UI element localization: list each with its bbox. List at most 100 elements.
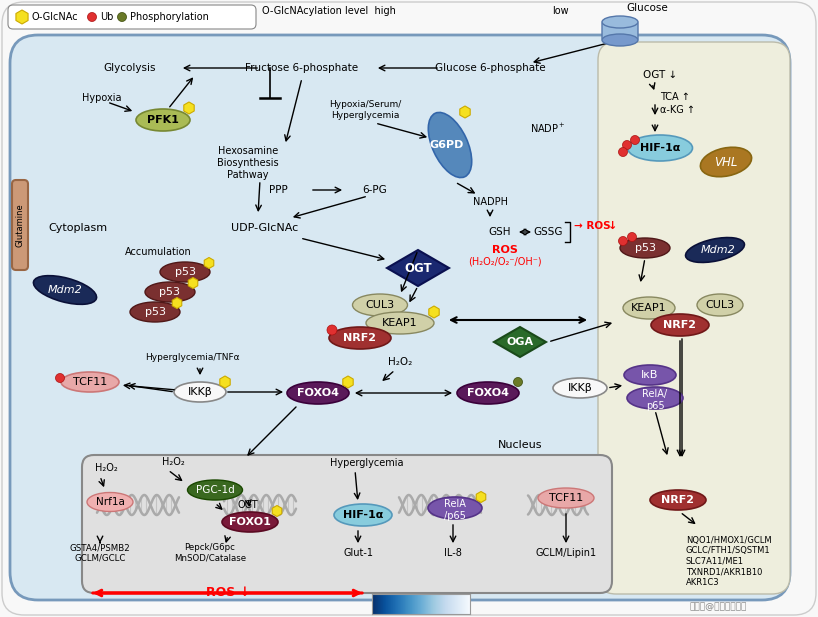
Text: α-KG ↑: α-KG ↑ xyxy=(660,105,695,115)
Ellipse shape xyxy=(623,297,675,319)
Ellipse shape xyxy=(187,480,242,500)
Circle shape xyxy=(627,233,636,241)
Text: FOXO4: FOXO4 xyxy=(467,388,509,398)
Text: OGT: OGT xyxy=(404,262,432,275)
FancyBboxPatch shape xyxy=(8,5,256,29)
Ellipse shape xyxy=(627,135,693,161)
Text: OGT ↓: OGT ↓ xyxy=(643,70,677,80)
Text: Glucose: Glucose xyxy=(626,3,667,13)
Polygon shape xyxy=(429,306,439,318)
Text: p53: p53 xyxy=(635,243,655,253)
Text: NADPH: NADPH xyxy=(473,197,507,207)
Text: Ub: Ub xyxy=(100,12,114,22)
Ellipse shape xyxy=(366,312,434,334)
Text: low: low xyxy=(552,6,569,16)
Polygon shape xyxy=(460,106,470,118)
Polygon shape xyxy=(220,376,230,388)
Text: KEAP1: KEAP1 xyxy=(631,303,667,313)
Text: H₂O₂: H₂O₂ xyxy=(388,357,412,367)
Ellipse shape xyxy=(222,512,278,532)
Text: CUL3: CUL3 xyxy=(366,300,394,310)
Ellipse shape xyxy=(553,378,607,398)
Text: Phosphorylation: Phosphorylation xyxy=(130,12,209,22)
Polygon shape xyxy=(494,327,546,357)
Ellipse shape xyxy=(624,365,676,385)
Polygon shape xyxy=(204,257,213,268)
Ellipse shape xyxy=(620,238,670,258)
Polygon shape xyxy=(188,278,198,289)
Text: Hyperglycemia: Hyperglycemia xyxy=(330,458,403,468)
Text: Nucleus: Nucleus xyxy=(498,440,542,450)
Ellipse shape xyxy=(136,109,190,131)
Text: Fructose 6-phosphate: Fructose 6-phosphate xyxy=(245,63,358,73)
Circle shape xyxy=(631,136,640,144)
Circle shape xyxy=(327,325,337,335)
Text: Glycolysis: Glycolysis xyxy=(104,63,156,73)
Text: p53: p53 xyxy=(174,267,196,277)
Ellipse shape xyxy=(329,327,391,349)
Text: NADP$^+$: NADP$^+$ xyxy=(530,122,565,135)
Text: Glut-1: Glut-1 xyxy=(343,548,373,558)
Text: Hypoxia: Hypoxia xyxy=(82,93,122,103)
Text: p53: p53 xyxy=(145,307,165,317)
Text: O-GlcNAcylation level  high: O-GlcNAcylation level high xyxy=(262,6,396,16)
Text: NRF2: NRF2 xyxy=(662,495,694,505)
Ellipse shape xyxy=(145,282,195,302)
Text: IL-8: IL-8 xyxy=(444,548,462,558)
Polygon shape xyxy=(16,10,28,24)
Text: PGC-1d: PGC-1d xyxy=(196,485,235,495)
Ellipse shape xyxy=(353,294,407,316)
Text: CUL3: CUL3 xyxy=(705,300,735,310)
Text: GSSG: GSSG xyxy=(533,227,563,237)
Ellipse shape xyxy=(538,488,594,508)
Text: PFK1: PFK1 xyxy=(147,115,179,125)
Text: HIF-1α: HIF-1α xyxy=(343,510,383,520)
Text: Hypoxia/Serum/
Hyperglycemia: Hypoxia/Serum/ Hyperglycemia xyxy=(329,101,401,120)
Text: Pepck/G6pc
MnSOD/Catalase: Pepck/G6pc MnSOD/Catalase xyxy=(174,544,246,563)
Ellipse shape xyxy=(130,302,180,322)
FancyBboxPatch shape xyxy=(598,42,790,594)
Ellipse shape xyxy=(697,294,743,316)
Circle shape xyxy=(56,373,65,383)
Text: FOXO4: FOXO4 xyxy=(297,388,339,398)
Text: OGA: OGA xyxy=(506,337,533,347)
Ellipse shape xyxy=(287,382,349,404)
Ellipse shape xyxy=(602,34,638,46)
Ellipse shape xyxy=(87,492,133,511)
Text: RelA/
p65: RelA/ p65 xyxy=(642,389,667,411)
Circle shape xyxy=(118,12,127,22)
FancyBboxPatch shape xyxy=(12,180,28,270)
Text: H₂O₂: H₂O₂ xyxy=(162,457,185,467)
Circle shape xyxy=(514,378,523,386)
Ellipse shape xyxy=(651,314,709,336)
Polygon shape xyxy=(343,376,353,388)
Text: NQO1/HMOX1/GCLM
GCLC/FTH1/SQSTM1
SLC7A11/ME1
TXNRD1/AKR1B10
AKR1C3: NQO1/HMOX1/GCLM GCLC/FTH1/SQSTM1 SLC7A11… xyxy=(686,536,771,587)
Ellipse shape xyxy=(429,112,472,178)
Text: ROS ↓: ROS ↓ xyxy=(206,587,250,600)
Text: FOXO1: FOXO1 xyxy=(229,517,271,527)
Text: 6-PG: 6-PG xyxy=(362,185,388,195)
Ellipse shape xyxy=(627,387,683,409)
Ellipse shape xyxy=(602,16,638,28)
Text: Cytoplasm: Cytoplasm xyxy=(48,223,107,233)
Text: OGT: OGT xyxy=(238,500,258,510)
Text: NRF2: NRF2 xyxy=(344,333,376,343)
Text: p53: p53 xyxy=(160,287,181,297)
Ellipse shape xyxy=(61,372,119,392)
Text: Hexosamine
Biosynthesis
Pathway: Hexosamine Biosynthesis Pathway xyxy=(218,146,279,180)
Polygon shape xyxy=(476,492,486,502)
Text: G6PD: G6PD xyxy=(429,140,464,150)
FancyBboxPatch shape xyxy=(602,22,638,40)
Text: ROS: ROS xyxy=(492,245,518,255)
Text: GSTA4/PSMB2
GCLM/GCLC: GSTA4/PSMB2 GCLM/GCLC xyxy=(70,544,130,563)
Text: IKKβ: IKKβ xyxy=(568,383,592,393)
Ellipse shape xyxy=(428,497,482,519)
Circle shape xyxy=(618,236,627,246)
Text: NRF2: NRF2 xyxy=(663,320,696,330)
Text: RelA
/p65: RelA /p65 xyxy=(444,499,466,521)
Text: TCA ↑: TCA ↑ xyxy=(660,92,690,102)
Ellipse shape xyxy=(457,382,519,404)
Text: TCF11: TCF11 xyxy=(73,377,107,387)
Text: HIF-1α: HIF-1α xyxy=(640,143,681,153)
Text: O-GlcNAc: O-GlcNAc xyxy=(32,12,79,22)
